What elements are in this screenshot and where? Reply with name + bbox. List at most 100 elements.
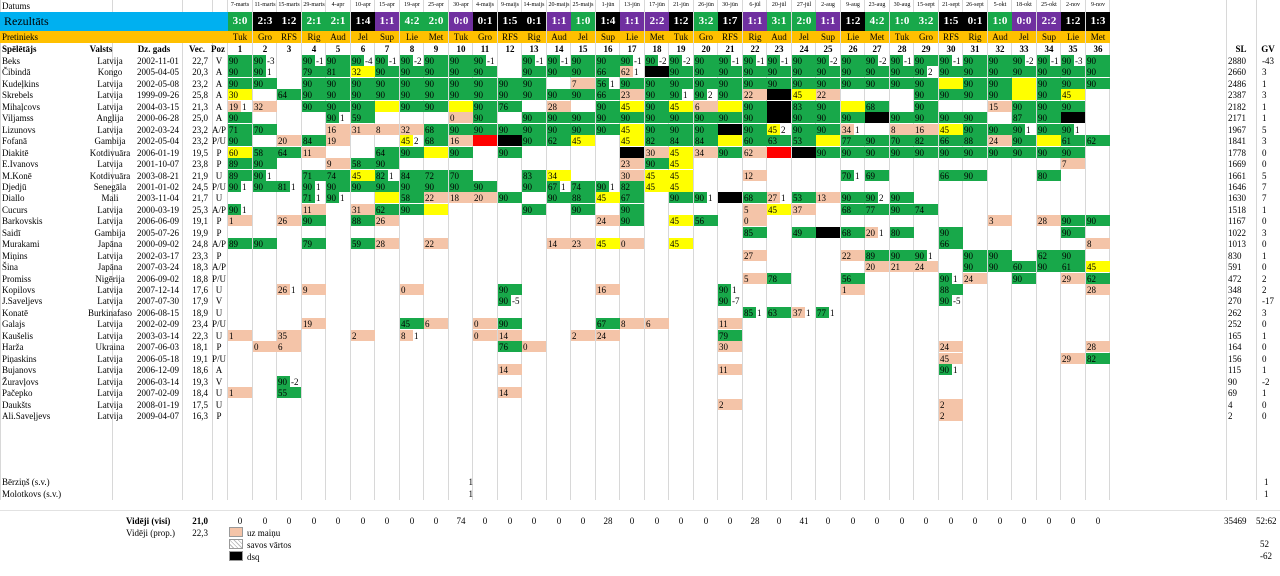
match-number: 11: [480, 44, 490, 54]
avg-all-col: 0: [409, 516, 415, 526]
minutes-cell: 90: [326, 55, 350, 66]
goals-cell: 1: [414, 331, 419, 341]
avg-all-col: 0: [948, 516, 954, 526]
minutes-cell: 90: [351, 181, 375, 192]
minutes-cell: 45: [596, 238, 620, 249]
player-sl: 2880: [1228, 56, 1246, 66]
minutes-cell: 27: [743, 250, 767, 261]
minutes-cell: 90: [865, 147, 889, 158]
player-birth: 2000-09-02: [137, 239, 179, 249]
result-cell: 1:2: [277, 12, 301, 31]
grid-line: [815, 0, 816, 500]
avg-all-col: 0: [678, 516, 684, 526]
avg-all-col: 0: [335, 516, 341, 526]
avg-all-col: 74: [456, 516, 466, 526]
player-country: Burkinafaso: [88, 308, 132, 318]
opponent-cell: Lie: [841, 31, 865, 43]
player-birth: 2006-08-15: [137, 308, 179, 318]
minutes-cell: 20: [865, 261, 889, 272]
minutes-cell: 90: [449, 124, 473, 135]
minutes-cell: 76: [498, 341, 522, 352]
minutes-cell: 90: [816, 101, 840, 112]
match-number: 23: [774, 44, 784, 54]
goals-cell: -1: [316, 56, 324, 66]
minutes-cell: 90: [1037, 66, 1061, 77]
minutes-cell: [1012, 78, 1036, 89]
date-cell: 21-jūn: [673, 2, 689, 8]
player-position: U: [215, 331, 223, 341]
date-cell: 23-aug: [868, 2, 886, 8]
minutes-cell: 8: [375, 124, 399, 135]
minutes-cell: 45: [767, 204, 791, 215]
player-birth: 2002-03-17: [137, 251, 179, 261]
player-country: Japāna: [97, 262, 123, 272]
minutes-cell: 28: [375, 238, 399, 249]
minutes-cell: 90: [988, 250, 1012, 261]
minutes-cell: 90: [473, 55, 486, 66]
avg-all-col: 0: [384, 516, 390, 526]
match-number: 16: [603, 44, 613, 54]
opponent-cell: Tuk: [669, 31, 693, 43]
minutes-cell: 66: [939, 238, 963, 249]
minutes-cell: 77: [841, 135, 865, 146]
minutes-cell: 67: [547, 181, 560, 192]
match-number: 36: [1093, 44, 1103, 54]
minutes-cell: 90: [400, 181, 424, 192]
col-header-poz: Poz: [211, 44, 225, 54]
minutes-cell: 90: [669, 78, 693, 89]
date-cell: 18-okt: [1016, 2, 1032, 8]
minutes-cell: 90: [645, 158, 669, 169]
minutes-cell: 29: [1061, 273, 1085, 284]
opponent-cell: Rig: [522, 31, 546, 43]
grid-line: [790, 0, 792, 500]
result-cell: 1:1: [816, 12, 840, 31]
minutes-cell: 63: [767, 135, 791, 146]
minutes-cell: [1061, 112, 1085, 123]
date-cell: 7-marts: [230, 2, 250, 8]
minutes-cell: 45: [400, 135, 413, 146]
minutes-cell: 70: [841, 170, 854, 181]
minutes-cell: 70: [449, 170, 473, 181]
player-gv: 2: [1262, 274, 1267, 284]
minutes-cell: 24: [596, 330, 620, 341]
minutes-cell: [767, 112, 791, 123]
minutes-cell: [841, 101, 865, 112]
minutes-cell: 90: [351, 55, 364, 66]
result-cell: 2:3: [253, 12, 277, 31]
minutes-cell: 8: [890, 124, 914, 135]
player-birth: 2007-02-09: [137, 388, 179, 398]
minutes-cell: 18: [449, 192, 473, 203]
minutes-cell: 90: [498, 192, 522, 203]
minutes-cell: 90: [351, 89, 375, 100]
player-age: 24,5: [192, 182, 208, 192]
result-cell: 0:1: [963, 12, 987, 31]
result-cell: 0:1: [473, 12, 497, 31]
goals-cell: -2: [1026, 56, 1034, 66]
opponent-cell: Rig: [302, 31, 326, 43]
minutes-cell: 90: [620, 204, 644, 215]
legend-label: savos vārtos: [247, 540, 292, 550]
goals-cell: -4: [365, 56, 373, 66]
minutes-cell: 24: [596, 215, 620, 226]
goals-cell: 1: [561, 182, 566, 192]
player-birth: 2000-03-19: [137, 205, 179, 215]
avg-all-col: 0: [850, 516, 856, 526]
player-gv: 0: [1262, 342, 1267, 352]
player-age: 24,8: [192, 239, 208, 249]
minutes-cell: 0: [473, 318, 497, 329]
match-number: 28: [897, 44, 907, 54]
player-country: Ukraina: [95, 342, 125, 352]
minutes-cell: 37: [792, 204, 816, 215]
minutes-cell: 62: [1037, 250, 1061, 261]
minutes-cell: 34: [841, 124, 854, 135]
minutes-cell: 90: [963, 112, 987, 123]
minutes-cell: 84: [400, 170, 424, 181]
avg-all-label: Vidēji (visi): [126, 516, 171, 526]
opponent-cell: Rig: [963, 31, 987, 43]
date-cell: 5-okt: [993, 2, 1007, 8]
goals-cell: 1: [634, 67, 639, 77]
player-birth: 2002-05-04: [137, 136, 179, 146]
player-country: Latvija: [97, 411, 123, 421]
minutes-cell: 27: [767, 192, 780, 203]
minutes-cell: 90: [596, 112, 620, 123]
